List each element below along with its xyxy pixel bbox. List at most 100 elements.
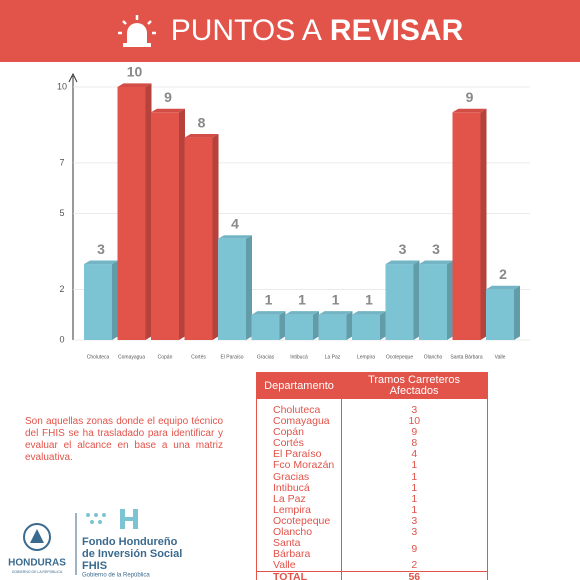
bar-side [480,108,487,340]
bar-front [84,264,112,340]
table-cell: Fco Morazán [273,459,335,472]
table-row: Santa Bárbara 9 [257,538,488,561]
table-cell: 1 [340,493,488,505]
table-cell: El Paraíso [273,448,322,461]
table-row: Choluteca 3 [257,399,488,417]
table-cell: 1 [340,504,488,516]
x-tick-label: Olancho [424,354,443,360]
x-tick-label: Gracias [257,354,275,360]
table-cell: 9 [340,427,488,439]
bar [285,311,319,340]
x-tick-label: Santa Bárbara [450,354,482,360]
title-bold: REVISAR [329,14,464,47]
table-cell: 3 [340,515,488,528]
x-tick-label: Comayagua [118,354,145,360]
table-cell: Lempira [273,503,311,516]
bar [84,260,118,340]
org-sub: Gobierno de la República [82,573,150,579]
bar-side [279,311,286,340]
bar [385,260,420,340]
bar-top [385,260,420,265]
y-tick-label: 5 [59,208,64,218]
table-cell: Ocotepeque [273,514,331,527]
bar-top [184,134,219,138]
bar [151,108,185,340]
y-tick-label: 2 [59,284,64,294]
bar-front [419,264,447,340]
table-cell: 56 [340,571,488,580]
table-cell: Gracias [273,470,310,483]
value-label: 10 [127,64,143,80]
bar [419,260,453,340]
table-cell: 2 [340,560,488,572]
table-cell: Olancho [273,526,313,539]
table-row: Valle 2 [257,560,488,572]
bar-top [218,235,252,239]
x-tick-label: Ocotepeque [386,354,413,360]
value-label: 9 [466,89,474,105]
table-row: Fco Morazán 1 [257,459,488,472]
value-label: 3 [399,241,407,257]
bar-side [212,134,219,340]
table-row: Copán 9 [257,427,488,439]
table-row: Gracias 1 [257,470,488,483]
org-line2: de Inversión Social [82,548,182,560]
table-cell: Valle [273,559,296,572]
bar-top [285,311,319,315]
bar-side [313,311,319,340]
total-row: TOTAL 56 [256,571,488,580]
bar-side [346,311,353,340]
bar-side [246,235,252,340]
logos: HONDURAS GOBIERNO DE LA REPÚBLICA Fondo … [8,509,182,579]
table-cell: 4 [340,449,488,461]
bar-top [318,311,353,315]
table-cell: 1 [340,471,488,483]
bar-top [452,108,487,113]
table-row: Intibucá 1 [257,481,488,494]
table-row: Olancho 3 [257,526,488,539]
column-header: Tramos Carreteros Afectados [341,372,488,399]
header: PUNTOS A REVISAR [0,0,580,62]
country: HONDURAS [8,558,66,569]
footer: HONDURAS GOBIERNO DE LA REPÚBLICA Fondo … [0,505,260,580]
value-label: 1 [298,291,306,307]
bar-side [179,108,185,340]
bar-side [514,285,520,340]
bar [117,83,152,341]
bar-front [151,112,179,340]
table-row: El Paraíso 4 [257,448,488,461]
title-light: PUNTOS A [170,14,322,47]
value-label: 4 [231,216,239,232]
x-tick-label: Choluteca [87,354,110,360]
table-cell: 3 [340,526,488,539]
table-cell: Intibucá [273,481,310,494]
bar-front [218,238,246,340]
table-cell: 1 [340,482,488,494]
bar-top [486,285,520,290]
bar-front [285,314,313,340]
value-label: 2 [499,266,507,282]
x-tick-label: Intibucá [290,354,308,360]
value-label: 3 [97,241,105,257]
table-cell: Cortés [273,437,304,450]
bar-top [117,83,152,87]
alarm-icon [117,15,156,47]
table-row: Lempira 1 [257,503,488,516]
value-label: 1 [332,291,340,307]
table-cell: Choluteca [273,404,321,416]
bar-front [184,137,213,340]
bar-front [251,314,280,340]
bar-side [447,260,453,340]
table-cell: 8 [340,438,488,450]
value-label: 3 [432,241,440,257]
table: Departamento Tramos Carreteros Afectados C… [256,372,488,580]
bar [452,108,487,340]
bar [486,285,520,340]
bar-top [251,311,286,315]
country-sub: GOBIERNO DE LA REPÚBLICA [12,570,63,574]
table-row: La Paz 1 [257,493,488,505]
bar-side [413,260,420,340]
bar [218,235,252,340]
bar [318,311,353,340]
bar-top [84,260,118,265]
